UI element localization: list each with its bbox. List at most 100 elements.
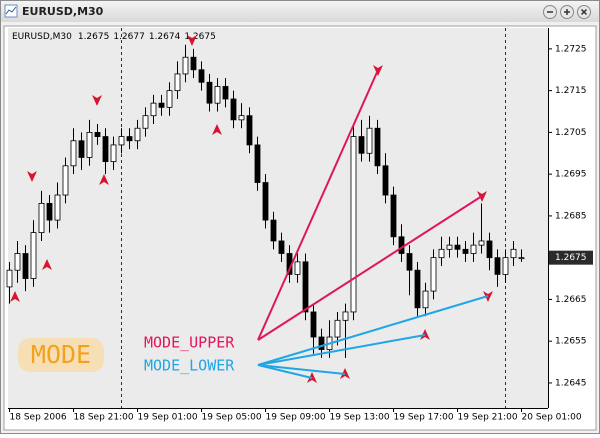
x-tick-label: 19 Sep 01:00 (138, 413, 198, 423)
fractal-arrow (420, 329, 430, 340)
candle-body (14, 253, 21, 271)
y-tick-label: 1.2665 (555, 295, 587, 305)
y-tick-label: 1.2705 (555, 128, 587, 138)
fractal-arrow (27, 171, 37, 182)
upper-pointer (257, 195, 483, 341)
candle-body (302, 261, 309, 313)
candle-body (438, 248, 445, 259)
candle-body (6, 269, 13, 288)
candle-body (46, 202, 53, 221)
y-tick-label: 1.2715 (555, 86, 587, 96)
candle-body (294, 261, 301, 275)
y-tick-label: 1.2655 (555, 337, 587, 347)
candle-body (454, 244, 461, 250)
y-tick-label: 1.2685 (555, 211, 587, 221)
x-tick-label: 19 Sep 21:00 (458, 413, 518, 423)
y-tick-label: 1.2725 (555, 44, 587, 54)
fractal-arrow (99, 174, 109, 185)
candle-body (270, 219, 277, 242)
candle-body (358, 136, 365, 154)
candle-body (198, 69, 205, 83)
fractal-arrow (42, 259, 52, 270)
candle-body (54, 194, 61, 221)
candle-body (502, 257, 509, 275)
candle-body (126, 136, 133, 142)
candle-body (238, 115, 245, 121)
x-tick-label: 18 Sep 2006 (10, 413, 67, 423)
candle-body (254, 144, 261, 183)
window-title: EURUSD,M30 (22, 5, 104, 18)
candle-body (398, 236, 405, 254)
candle-body (366, 127, 373, 154)
mode-upper-label: MODE_UPPER (144, 334, 235, 352)
candle-body (150, 102, 157, 117)
candle-body (22, 253, 29, 279)
x-tick-label: 20 Sep 01:00 (522, 413, 582, 423)
candle-body (174, 73, 181, 92)
symbol: EURUSD,M30 (12, 32, 72, 42)
candle-body (94, 131, 101, 137)
candle-body (342, 311, 349, 321)
candle-body (390, 194, 397, 238)
candle-body (110, 144, 117, 163)
info-open: 1.2675 (78, 32, 110, 42)
candle-body (30, 232, 37, 279)
candle-body (70, 140, 77, 167)
fractal-arrow (10, 291, 20, 302)
candle-body (214, 86, 221, 104)
candle-body (86, 131, 93, 158)
candle-body (222, 86, 229, 100)
candle-body (518, 257, 525, 260)
maximize-glyph (564, 9, 570, 15)
info-low: 1.2674 (149, 32, 181, 42)
candle-body (382, 165, 389, 196)
candle-body (430, 257, 437, 292)
lower-pointer (257, 364, 313, 379)
x-tick-label: 18 Sep 21:00 (74, 413, 134, 423)
candle-body (310, 311, 317, 338)
fractal-arrow (212, 124, 222, 135)
x-tick-label: 19 Sep 09:00 (266, 413, 326, 423)
y-tick-label: 1.2645 (555, 378, 587, 388)
candle-body (350, 136, 357, 313)
candle-body (158, 102, 165, 108)
candle-body (414, 269, 421, 309)
x-tick-label: 19 Sep 13:00 (330, 413, 390, 423)
upper-pointer (257, 69, 379, 341)
candle-body (478, 240, 485, 246)
current-price-box (549, 250, 593, 265)
candle-body (278, 240, 285, 254)
info-high: 1.2677 (113, 32, 145, 42)
candle-body (190, 56, 197, 71)
chart-info: EURUSD,M30 1.2675 1.2677 1.2674 1.2675 (12, 32, 216, 42)
candle-body (262, 182, 269, 221)
lower-pointer (257, 295, 489, 366)
x-tick-label: 19 Sep 05:00 (202, 413, 262, 423)
candle-body (78, 140, 85, 158)
candle-body (102, 136, 109, 163)
candle-body (318, 336, 325, 350)
lower-pointer (257, 364, 346, 375)
candle-body (166, 90, 173, 108)
window-icon-line (5, 6, 17, 15)
title-bar (1, 1, 599, 22)
candle-body (510, 248, 517, 259)
candle-body (486, 240, 493, 259)
candle-body (182, 56, 189, 75)
candle-body (142, 115, 149, 129)
window-buttons (543, 5, 591, 19)
mode-lower-label: MODE_LOWER (144, 357, 235, 375)
close-glyph (580, 8, 588, 16)
candle-body (246, 115, 253, 146)
candle-body (62, 165, 69, 196)
candle-body (494, 257, 501, 275)
candle-body (446, 244, 453, 250)
candle-body (374, 127, 381, 167)
fractal-arrow (92, 95, 102, 106)
candle-body (334, 319, 341, 338)
candle-body (230, 98, 237, 121)
candle-body (470, 244, 477, 254)
info-close: 1.2675 (184, 32, 216, 42)
candle-body (118, 136, 125, 146)
